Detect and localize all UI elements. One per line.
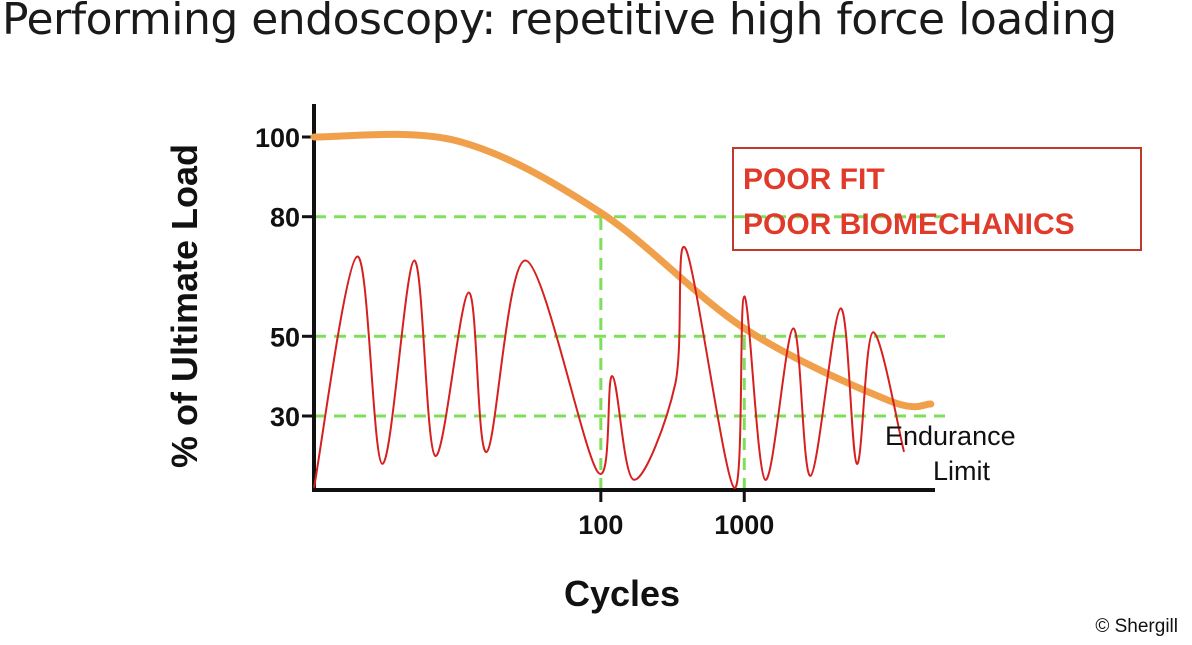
axes <box>302 104 935 502</box>
y-tick-label-50: 50 <box>270 322 300 352</box>
copyright-notice: © Shergill <box>1095 616 1178 637</box>
slide-title: Performing endoscopy: repetitive high fo… <box>2 0 1117 45</box>
callout-box: POOR FIT POOR BIOMECHANICS <box>732 147 1142 251</box>
y-tick-label-80: 80 <box>270 203 300 233</box>
reference-lines <box>314 215 945 490</box>
limit-annotation: Limit <box>933 456 991 486</box>
callout-line-poor-fit: POOR FIT <box>743 163 885 196</box>
y-tick-label-30: 30 <box>270 402 300 432</box>
tick-labels: 100 80 50 30 100 1000 <box>255 123 774 540</box>
y-tick-label-100: 100 <box>255 123 300 153</box>
loading-cycle-line <box>313 245 905 489</box>
x-axis-title: Cycles <box>564 573 680 614</box>
endurance-annotation: Endurance <box>885 421 1016 451</box>
callout-line-poor-biomechanics: POOR BIOMECHANICS <box>743 208 1075 241</box>
x-tick-label-1000: 1000 <box>714 510 774 540</box>
sn-curve-line <box>310 130 935 411</box>
y-axis-title: % of Ultimate Load <box>164 144 205 468</box>
series-group <box>310 130 935 489</box>
x-tick-label-100: 100 <box>578 510 623 540</box>
